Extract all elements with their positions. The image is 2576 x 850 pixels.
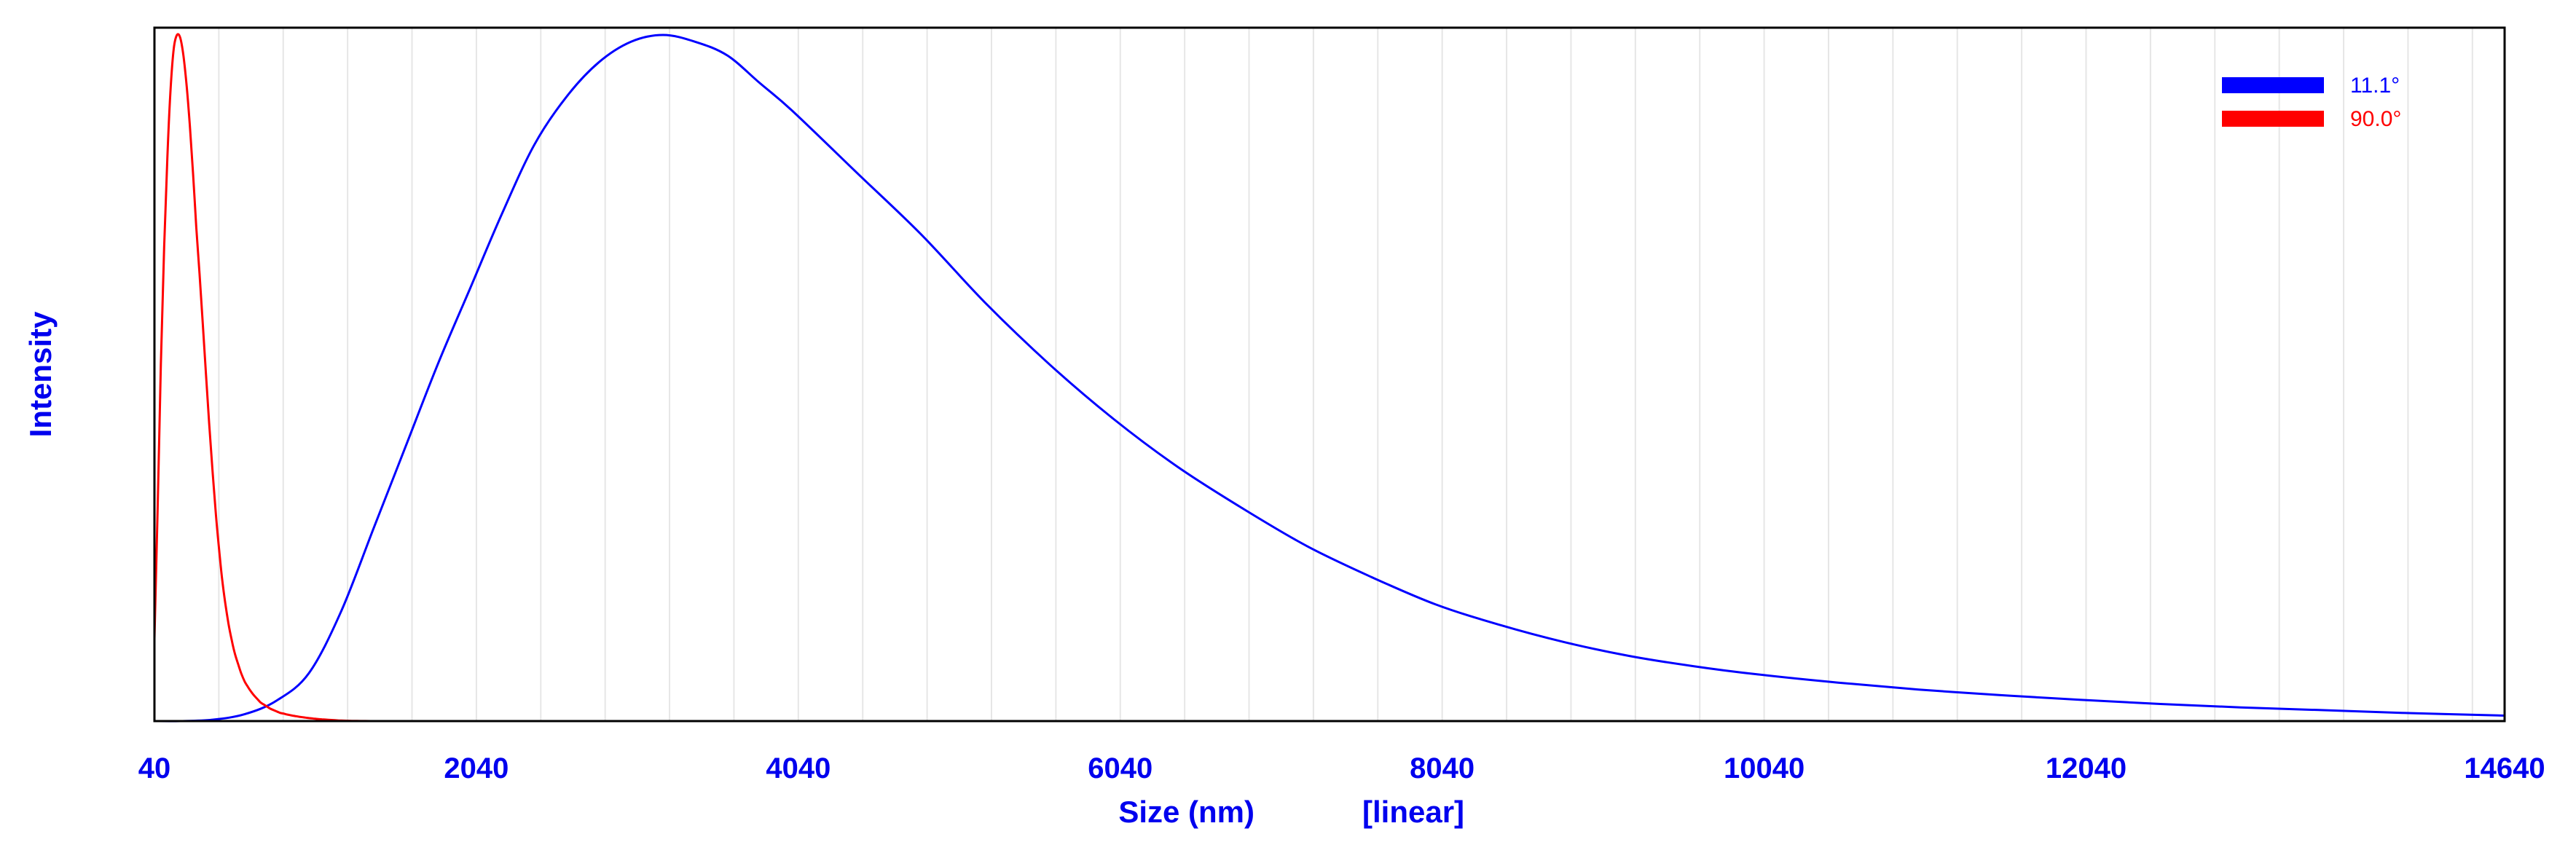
series-line-90.0° bbox=[153, 33, 2505, 723]
series-layer bbox=[153, 33, 2505, 723]
legend-swatch-90.0 bbox=[2222, 111, 2324, 127]
x-scale-label: [linear] bbox=[1362, 795, 1464, 829]
legend-label-11.1: 11.1° bbox=[2350, 74, 2400, 98]
x-axis-title: Size (nm) bbox=[1118, 795, 1254, 829]
x-tick-label: 40 bbox=[138, 752, 171, 784]
legend-swatch-11.1 bbox=[2222, 77, 2324, 93]
y-axis-title: Intensity bbox=[23, 311, 58, 437]
legend: 11.1° 90.0° bbox=[2222, 74, 2401, 131]
x-tick-label: 10040 bbox=[1724, 752, 1805, 784]
gridlines bbox=[218, 28, 2473, 721]
x-tick-label: 8040 bbox=[1410, 752, 1474, 784]
x-tick-label: 4040 bbox=[766, 752, 830, 784]
x-tick-label: 12040 bbox=[2046, 752, 2127, 784]
x-tick-label: 6040 bbox=[1088, 752, 1152, 784]
legend-label-90.0: 90.0° bbox=[2350, 107, 2401, 131]
x-tick-label: 14640 bbox=[2464, 752, 2545, 784]
plot-frame bbox=[153, 26, 2506, 723]
x-tick-labels: 40 2040 4040 6040 8040 10040 12040 14640 bbox=[138, 752, 2545, 784]
x-tick-label: 2040 bbox=[444, 752, 508, 784]
series-line-11.1° bbox=[154, 34, 2505, 723]
